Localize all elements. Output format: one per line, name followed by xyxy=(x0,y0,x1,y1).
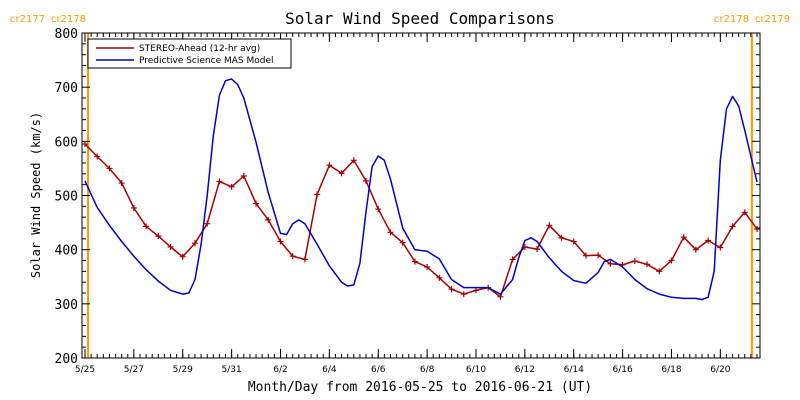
x-tick-label: 6/8 xyxy=(420,365,435,375)
x-tick-label: 6/16 xyxy=(612,365,632,375)
y-tick-label: 600 xyxy=(55,135,78,150)
stereo-ahead-data-point xyxy=(314,191,321,198)
x-tick-label: 6/14 xyxy=(564,365,584,375)
legend-label-mas: Predictive Science MAS Model xyxy=(139,56,274,66)
stereo-ahead-data-point xyxy=(301,256,308,263)
axes-and-ticks: 200 300 400 500 600 700 800 5/25 5/27 5/29 5/31 6/2… xyxy=(55,27,760,375)
stereo-ahead-data-point xyxy=(277,238,284,245)
stereo-ahead-data-point xyxy=(118,180,125,187)
stereo-ahead-data-point xyxy=(82,141,88,148)
stereo-ahead-data-point xyxy=(399,239,406,246)
carrington-label: cr2178 xyxy=(714,14,749,25)
stereo-ahead-data-point xyxy=(143,223,150,230)
x-tick-label: 6/2 xyxy=(273,365,287,375)
x-tick-label: 6/4 xyxy=(322,365,337,375)
legend: STEREO-Ahead (12-hr avg) Predictive Scie… xyxy=(87,38,292,69)
stereo-ahead-data-point xyxy=(338,170,345,177)
y-tick-label: 300 xyxy=(55,298,78,313)
y-tick-label: 200 xyxy=(55,352,78,367)
stereo-ahead-data-point xyxy=(326,162,333,169)
stereo-ahead-data-point xyxy=(106,165,113,172)
stereo-ahead-data-point xyxy=(167,243,174,250)
stereo-ahead-data-point xyxy=(607,260,614,267)
y-tick-label: 800 xyxy=(55,27,78,42)
stereo-ahead-data-point xyxy=(253,200,260,207)
stereo-ahead-data-point xyxy=(534,246,541,253)
stereo-ahead-data-point xyxy=(546,222,553,229)
stereo-ahead-data-point xyxy=(216,178,223,185)
x-tick-label: 5/29 xyxy=(173,365,193,375)
stereo-ahead-data-point xyxy=(375,206,382,213)
stereo-ahead-data-point xyxy=(692,246,699,253)
stereo-ahead-data-point xyxy=(656,268,663,275)
carrington-label: cr2177 xyxy=(10,14,45,25)
stereo-ahead-data-point xyxy=(644,261,651,268)
x-tick-label: 6/18 xyxy=(661,365,681,375)
y-tick-label: 400 xyxy=(55,244,78,259)
stereo-ahead-data-point xyxy=(729,223,736,230)
carrington-label: cr2179 xyxy=(755,14,790,25)
mas-model-series-line xyxy=(84,78,758,301)
x-tick-label: 6/12 xyxy=(515,365,535,375)
stereo-ahead-data-point xyxy=(94,153,101,160)
stereo-ahead-data-point xyxy=(387,229,394,236)
stereo-ahead-data-point xyxy=(350,157,357,164)
y-tick-label: 700 xyxy=(55,81,78,96)
stereo-ahead-data-point xyxy=(411,258,418,265)
stereo-ahead-data-point xyxy=(265,216,272,223)
x-axis-label: Month/Day from 2016-05-25 to 2016-06-21 … xyxy=(248,380,592,395)
x-tick-label: 5/31 xyxy=(222,365,242,375)
x-tick-label: 6/6 xyxy=(371,365,386,375)
stereo-ahead-data-point xyxy=(570,238,577,245)
stereo-ahead-data-point xyxy=(289,253,296,260)
stereo-ahead-data-point xyxy=(741,209,748,216)
stereo-ahead-data-point xyxy=(228,183,235,190)
y-tick-label: 500 xyxy=(55,190,78,205)
legend-box xyxy=(87,38,292,69)
stereo-ahead-data-point xyxy=(363,177,370,184)
x-tick-label: 6/10 xyxy=(466,365,486,375)
stereo-ahead-data-point xyxy=(204,220,211,227)
stereo-ahead-data-point xyxy=(754,226,760,233)
y-axis-label: Solar Wind Speed (km/s) xyxy=(29,112,43,278)
stereo-ahead-data-point xyxy=(240,173,247,179)
x-tick-label: 5/27 xyxy=(124,365,144,375)
stereo-ahead-data-point xyxy=(436,274,443,281)
stereo-ahead-data-point xyxy=(705,237,712,244)
stereo-ahead-data-point xyxy=(424,264,431,270)
stereo-ahead-data-point xyxy=(191,240,198,247)
x-tick-label: 6/20 xyxy=(710,365,730,375)
stereo-ahead-data-point xyxy=(680,234,687,241)
stereo-ahead-data-point xyxy=(179,253,186,260)
stereo-ahead-data-point xyxy=(460,291,467,298)
stereo-ahead-data-point xyxy=(155,233,162,240)
stereo-ahead-data-point xyxy=(509,256,516,263)
data-series xyxy=(82,78,760,301)
chart-title: Solar Wind Speed Comparisons xyxy=(285,9,555,28)
carrington-label: cr2178 xyxy=(51,14,86,25)
stereo-ahead-data-point xyxy=(631,258,638,265)
x-tick-label: 5/25 xyxy=(75,365,95,375)
stereo-ahead-data-point xyxy=(558,234,565,241)
stereo-ahead-data-point xyxy=(130,204,137,211)
stereo-ahead-data-point xyxy=(595,252,602,259)
stereo-ahead-data-point xyxy=(717,244,724,251)
stereo-ahead-data-point xyxy=(582,252,589,259)
plot-frame xyxy=(81,32,761,359)
stereo-ahead-data-point xyxy=(668,257,675,264)
legend-label-stereo: STEREO-Ahead (12-hr avg) xyxy=(139,44,260,54)
stereo-ahead-data-point xyxy=(448,286,455,293)
